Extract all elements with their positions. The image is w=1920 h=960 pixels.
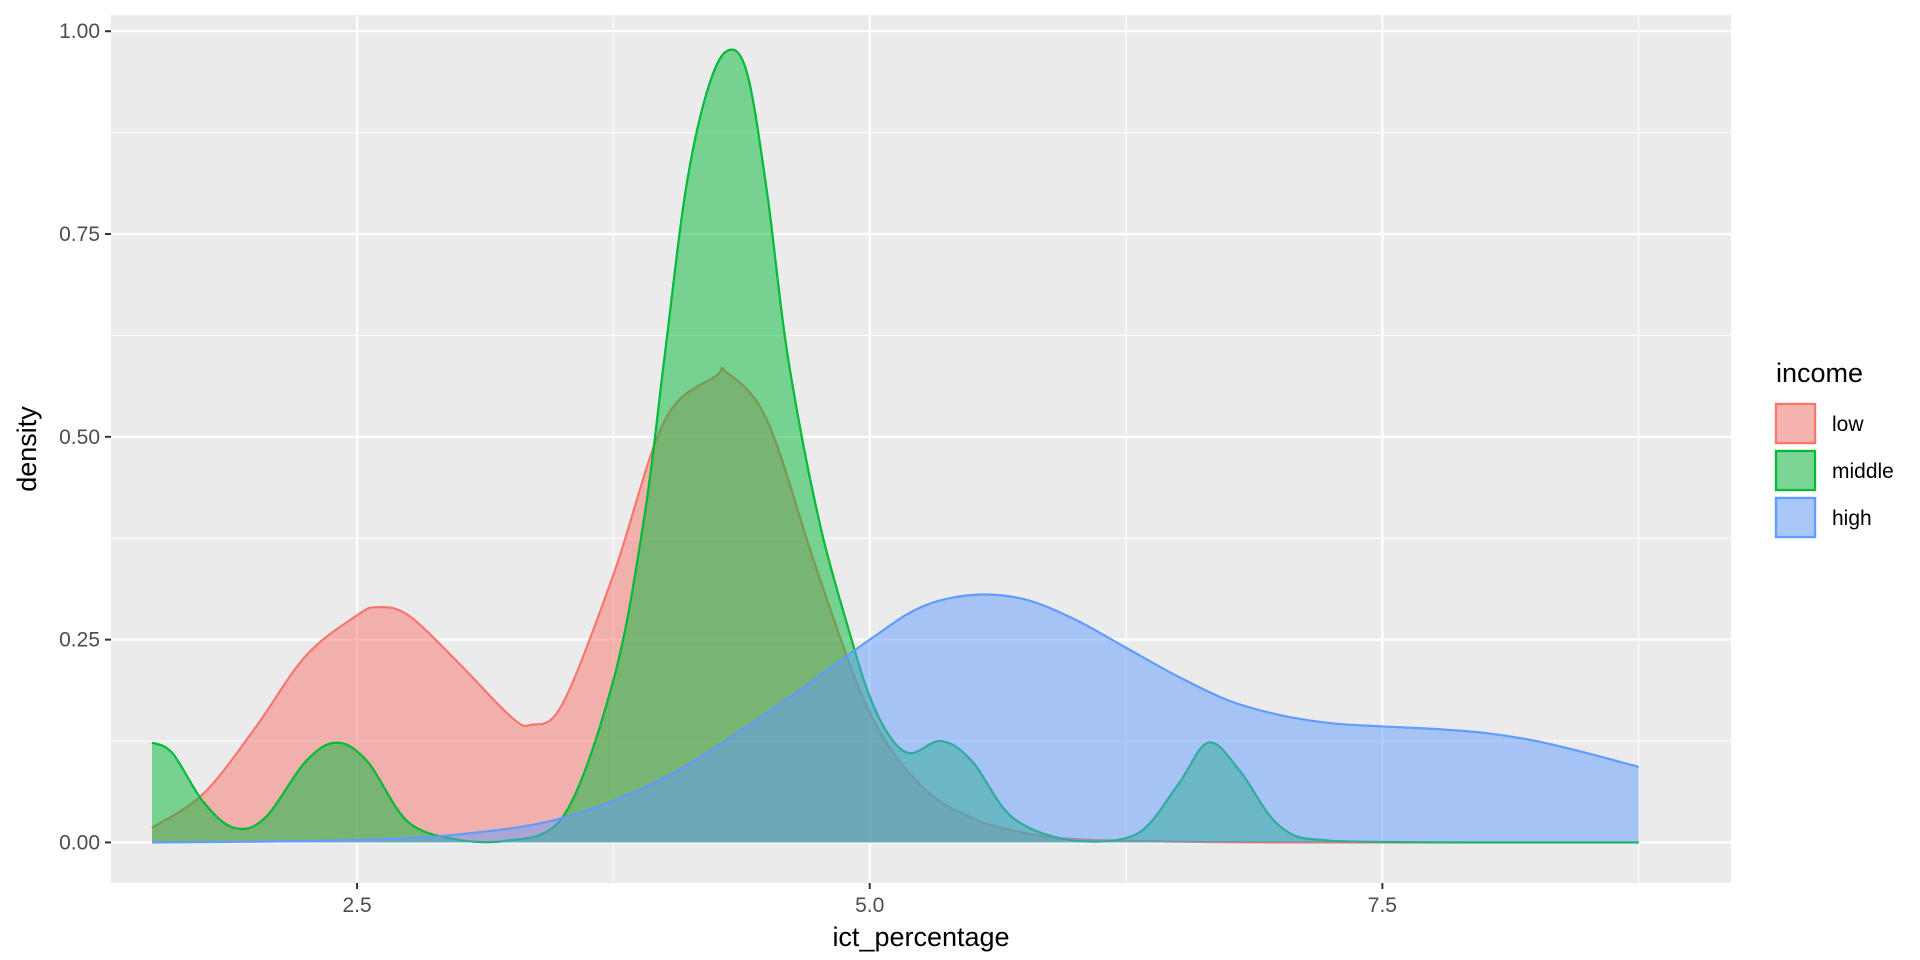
- x-tick-label: 7.5: [1368, 894, 1397, 917]
- y-tick-label: 1.00: [59, 20, 100, 43]
- x-tick-label: 2.5: [342, 894, 371, 917]
- y-axis-title: density: [12, 406, 42, 492]
- legend-items: low middle high: [1774, 402, 1894, 539]
- x-axis: 2.5 5.0 7.5: [342, 883, 1397, 917]
- density-areas: [151, 48, 1640, 844]
- legend-label-high: high: [1832, 507, 1872, 530]
- density-area-high: [152, 594, 1639, 843]
- legend-swatch-middle: [1774, 449, 1817, 492]
- legend-swatch-high: [1774, 496, 1817, 539]
- y-tick-label: 0.25: [59, 629, 100, 652]
- legend-title: income: [1776, 358, 1863, 388]
- density-line-high: [152, 593, 1640, 844]
- y-tick-label: 0.75: [59, 223, 100, 246]
- legend-label-middle: middle: [1832, 460, 1894, 483]
- y-tick-label: 0.00: [59, 831, 100, 854]
- x-tick-label: 5.0: [855, 894, 884, 917]
- y-tick-label: 0.50: [59, 426, 100, 449]
- legend-swatch-low: [1774, 402, 1817, 445]
- legend-label-low: low: [1832, 413, 1864, 436]
- legend: income low middle high: [1774, 358, 1894, 539]
- y-axis: 0.00 0.25 0.50 0.75 1.00: [59, 20, 111, 854]
- x-axis-title: ict_percentage: [832, 922, 1009, 952]
